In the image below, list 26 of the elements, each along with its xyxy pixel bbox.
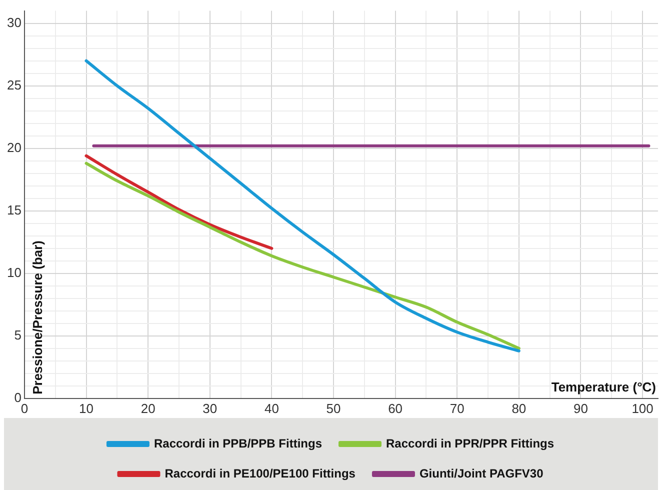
line-series [84,162,520,350]
legend-label: Raccordi in PPR/PPR Fittings [386,436,554,450]
x-tick-label: 70 [450,400,464,416]
x-tick-label: 30 [202,400,218,416]
x-tick-label: 40 [264,400,279,416]
y-tick-label: 15 [6,202,22,218]
y-tick-label: 5 [14,327,22,342]
y-tick-label: 0 [14,390,22,405]
y-tick-label: 20 [6,140,22,155]
x-tick-label: 80 [512,400,526,416]
y-tick-label: 10 [6,264,22,280]
line-series [84,59,520,352]
x-tick-label: 90 [574,400,588,416]
x-tick-label: 60 [388,400,403,416]
legend-label: Giunti/Joint PAGFV30 [419,466,544,480]
line-series [84,154,274,250]
legend-label: Raccordi in PPB/PPB Fittings [154,436,322,450]
y-tick-label: 25 [6,77,22,92]
legend-label: Raccordi in PE100/PE100 Fittings [164,466,356,480]
x-tick-label: 100 [632,400,654,416]
x-tick-label: 50 [326,400,341,416]
y-axis-title: Pressione/Pressure (bar) [30,240,46,394]
y-tick-label: 30 [6,14,22,30]
x-tick-label: 20 [140,400,156,416]
x-axis-title: Temperature (°C) [551,379,656,394]
x-tick-label: 10 [79,400,94,416]
